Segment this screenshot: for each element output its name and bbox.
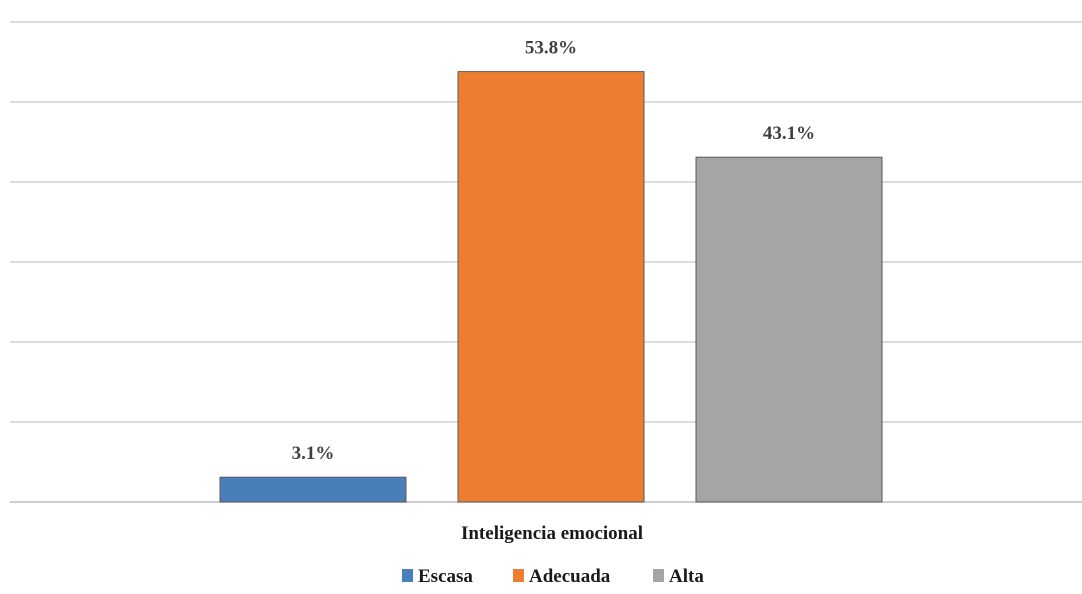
data-label-alta: 43.1% <box>763 123 815 144</box>
legend-item-escasa: Escasa <box>402 566 473 587</box>
data-labels: 3.1% 53.8% 43.1% <box>292 38 816 465</box>
legend-swatch-alta <box>653 569 664 582</box>
legend-label-adecuada: Adecuada <box>529 566 611 587</box>
legend-swatch-escasa <box>402 569 413 582</box>
legend-swatch-adecuada <box>513 569 524 582</box>
bar-escasa <box>219 476 407 503</box>
legend-item-alta: Alta <box>653 566 704 587</box>
bar-adecuada <box>457 71 645 503</box>
x-axis-label: Inteligencia emocional <box>461 523 643 544</box>
legend-label-alta: Alta <box>669 566 704 587</box>
data-label-adecuada: 53.8% <box>525 38 577 59</box>
bar-alta <box>695 156 883 503</box>
data-label-escasa: 3.1% <box>292 443 335 464</box>
legend-label-escasa: Escasa <box>418 566 473 587</box>
legend-item-adecuada: Adecuada <box>513 566 611 587</box>
bars <box>219 71 883 503</box>
legend: Escasa Adecuada Alta <box>402 566 704 587</box>
